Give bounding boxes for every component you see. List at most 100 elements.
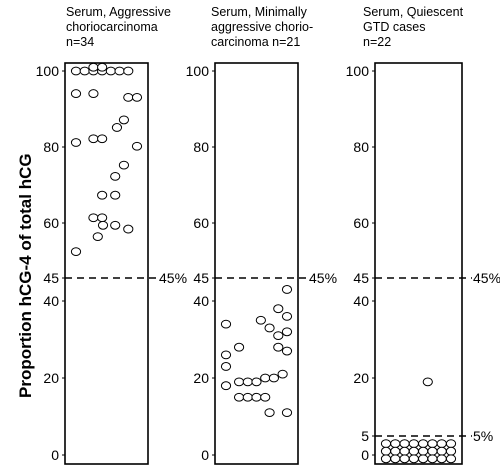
y-tick-label: 45 [193,270,209,286]
data-point [427,446,438,456]
data-point [399,454,410,464]
y-tick-label: 45 [43,270,59,286]
threshold-label: 45% [309,270,337,286]
y-tick-label: 40 [193,293,209,309]
panel-frame-0 [64,62,149,465]
y-tick-label: 20 [353,370,369,386]
data-point [251,392,262,402]
data-point [123,224,134,234]
data-point [88,213,99,223]
data-point [88,134,99,144]
data-point [97,220,109,230]
data-point [233,342,245,352]
data-point [277,369,288,379]
data-point [264,408,275,418]
data-point [445,439,457,449]
data-point [220,362,232,371]
data-point [97,213,108,223]
data-point [380,446,392,456]
data-point [380,439,392,449]
y-tick-label: 5 [361,428,369,444]
data-point [92,232,103,242]
data-point [399,446,410,456]
data-point [131,92,143,102]
data-point [390,439,401,449]
data-point [436,439,447,449]
y-tick-label: 0 [201,447,209,463]
data-point [70,247,82,257]
y-tick-label: 100 [346,63,370,79]
y-tick-label: 60 [193,215,209,231]
data-point [264,323,275,333]
data-point [281,346,293,356]
data-point [88,89,99,98]
data-point [408,446,419,456]
data-point [436,454,447,464]
y-tick-label: 0 [361,447,369,463]
data-point [390,446,401,456]
data-point [220,350,232,360]
data-point [281,408,293,418]
data-point [97,190,108,200]
data-point [105,66,116,76]
data-point [445,454,457,464]
data-point [268,373,280,383]
data-point [251,377,262,387]
data-point [399,439,410,449]
data-point [273,331,284,341]
data-point [110,190,121,200]
y-tick-label: 45 [353,270,369,286]
data-point [445,446,457,456]
data-point [260,392,271,402]
y-tick-label: 100 [36,63,60,79]
y-tick-label: 60 [43,215,59,231]
data-point [114,66,125,76]
data-point [97,134,108,144]
data-point [70,66,82,76]
data-point [281,327,293,337]
data-point [427,454,438,464]
data-point [123,92,134,102]
data-point [233,392,245,402]
data-point [390,454,401,464]
data-point [380,454,392,464]
data-point [255,315,266,325]
data-point [427,439,438,449]
data-point [260,373,271,383]
data-point [123,66,134,76]
data-point [242,377,253,387]
data-point [220,381,232,391]
panel-title-quiescent: Serum, Quiescent GTD cases n=22 [363,5,464,49]
data-point [88,62,99,72]
secondary-threshold-label: 45% [473,270,500,286]
data-point [242,392,253,402]
y-tick-label: 20 [193,370,209,386]
data-point [70,138,82,147]
data-point [281,285,293,294]
y-tick-label: 100 [186,63,210,79]
data-point [131,141,143,151]
data-point [110,171,121,181]
data-point [408,439,419,449]
data-point [111,123,123,132]
data-point [118,115,130,125]
panel-title-minimally-aggressive: Serum, Minimally aggressive chorio- carc… [211,5,314,49]
panel-frame-1 [214,62,299,465]
data-point [79,66,90,76]
data-point [97,62,108,72]
data-point [70,89,82,98]
y-tick-label: 20 [43,370,59,386]
data-point [273,304,284,314]
y-tick-label: 80 [193,139,209,155]
data-point [233,377,245,387]
threshold-label: 5% [473,428,493,444]
panel-title-aggressive: Serum, Aggressive choriocarcinoma n=34 [66,5,171,49]
panel-frame-2 [374,62,463,465]
data-point [408,454,419,464]
y-tick-label: 40 [43,293,59,309]
data-point [110,220,121,230]
threshold-label: 45% [159,270,187,286]
data-point [436,446,447,456]
data-point [118,160,130,170]
